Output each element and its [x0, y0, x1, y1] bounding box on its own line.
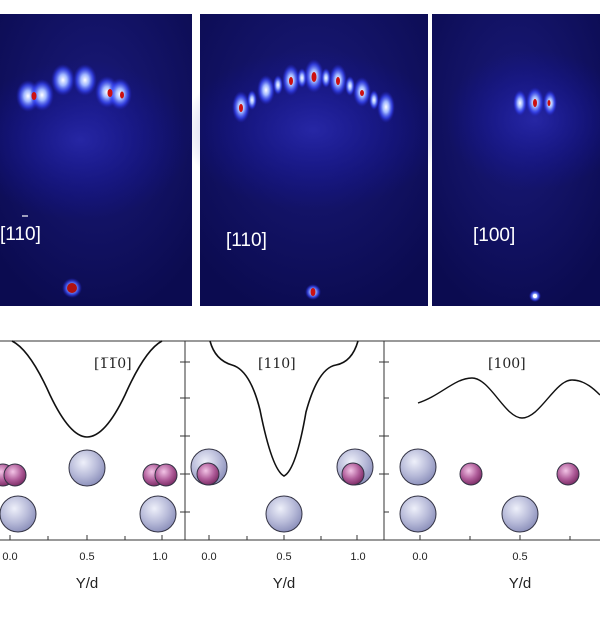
- x-tick: 0.0: [2, 551, 17, 563]
- atoms: [399, 448, 580, 533]
- x-tick: 0.5: [79, 551, 94, 563]
- x-tick: 0.5: [512, 551, 527, 563]
- atoms: [190, 448, 374, 533]
- x-tick: 0.5: [276, 551, 291, 563]
- panel-label-2: [110]: [258, 356, 296, 372]
- panel-label-3: [100]: [488, 356, 526, 372]
- potential-curve: [417, 377, 600, 419]
- potential-curve: [11, 340, 163, 438]
- diffraction-spots: [232, 59, 395, 123]
- x-tick: 0.0: [201, 551, 216, 563]
- frame-lines: [0, 340, 600, 541]
- x-axis-label: Y/d: [273, 575, 296, 592]
- x-tick: 1.0: [350, 551, 365, 563]
- x-tick: 0.0: [412, 551, 427, 563]
- specular-spot: [62, 278, 82, 298]
- x-axis-label: Y/d: [76, 575, 99, 592]
- panel-label-1: [1̅1̅0]: [94, 356, 132, 372]
- specular-spot: [529, 290, 541, 302]
- diffraction-spots: [16, 64, 132, 112]
- diffraction-panel-3: [100]: [432, 14, 600, 306]
- diffraction-panel-2: [110]: [183, 14, 443, 306]
- potential-panel-3: [100] 0.0 0.5 Y/d: [399, 356, 600, 592]
- panel-label-3: [100]: [473, 225, 515, 246]
- atoms: [0, 449, 178, 533]
- potential-panel-2: [110] 0.0 0.5 1.0 Y/d: [190, 340, 374, 592]
- x-axis-label: Y/d: [509, 575, 532, 592]
- diffraction-panel-1: [110]: [0, 14, 192, 306]
- diffraction-spots: [513, 87, 557, 117]
- panel-label-2: [110]: [226, 230, 267, 251]
- potential-panel-1: [1̅1̅0] 0.0 0.5 1.0 Y/d: [0, 340, 178, 592]
- potential-curve: [209, 340, 359, 477]
- axis-ticks: [9, 361, 571, 540]
- specular-spot: [305, 284, 321, 300]
- x-tick: 1.0: [152, 551, 167, 563]
- panel-label-1: [110]: [0, 224, 41, 245]
